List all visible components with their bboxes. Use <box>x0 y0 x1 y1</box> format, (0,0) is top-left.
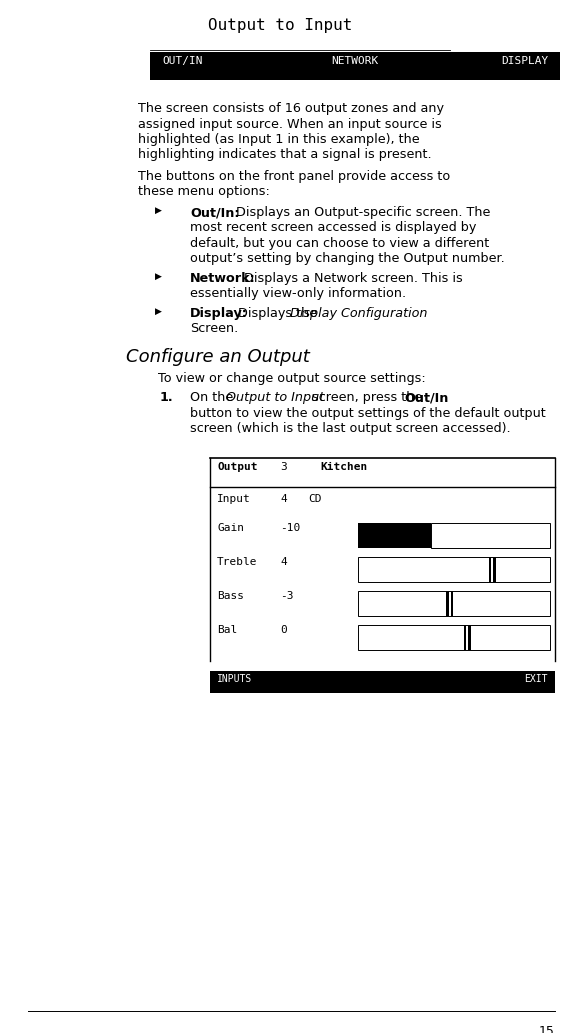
Text: ▶: ▶ <box>155 206 162 215</box>
Text: 4: 4 <box>280 494 287 504</box>
Text: On the: On the <box>190 392 237 405</box>
Text: screen (which is the last output screen accessed).: screen (which is the last output screen … <box>190 422 511 436</box>
Text: The screen consists of 16 output zones and any: The screen consists of 16 output zones a… <box>138 102 444 115</box>
Text: assigned input source. When an input source is: assigned input source. When an input sou… <box>138 118 442 130</box>
Bar <box>150 52 560 80</box>
Text: 0: 0 <box>280 625 287 635</box>
Text: highlighted (as Input 1 in this example), the: highlighted (as Input 1 in this example)… <box>138 133 420 146</box>
Bar <box>446 591 449 617</box>
Bar <box>468 625 471 651</box>
Bar <box>451 591 453 617</box>
Bar <box>358 591 550 617</box>
Text: 4: 4 <box>280 557 287 567</box>
Bar <box>358 523 431 549</box>
Text: Out/In: Out/In <box>404 392 448 405</box>
Text: highlighting indicates that a signal is present.: highlighting indicates that a signal is … <box>138 149 431 161</box>
Text: Bass: Bass <box>217 591 244 601</box>
Text: INPUTS: INPUTS <box>217 674 252 684</box>
Text: Output to Input: Output to Input <box>226 392 324 405</box>
Text: button to view the output settings of the default output: button to view the output settings of th… <box>190 407 546 420</box>
Text: Treble: Treble <box>217 557 258 567</box>
Text: Bal: Bal <box>217 625 237 635</box>
Bar <box>493 557 496 583</box>
Text: Input: Input <box>217 494 251 504</box>
Text: To view or change output source settings:: To view or change output source settings… <box>158 372 426 385</box>
Text: CD: CD <box>308 494 321 504</box>
Text: Kitchen: Kitchen <box>320 462 367 472</box>
Text: -3: -3 <box>280 591 294 601</box>
Text: Screen.: Screen. <box>190 322 238 336</box>
Text: output’s setting by changing the Output number.: output’s setting by changing the Output … <box>190 252 505 265</box>
Bar <box>489 557 491 583</box>
Text: Displays an Output-specific screen. The: Displays an Output-specific screen. The <box>232 206 490 219</box>
Text: default, but you can choose to view a different: default, but you can choose to view a di… <box>190 237 489 250</box>
Text: Configure an Output: Configure an Output <box>126 348 310 366</box>
Bar <box>358 557 550 583</box>
Text: Output to Input: Output to Input <box>208 18 352 33</box>
Text: Network:: Network: <box>190 272 256 285</box>
Text: EXIT: EXIT <box>525 674 548 684</box>
Text: Display:: Display: <box>190 307 248 320</box>
Bar <box>358 625 550 651</box>
Bar <box>464 625 466 651</box>
Text: Gain: Gain <box>217 523 244 533</box>
Text: essentially view-only information.: essentially view-only information. <box>190 287 406 301</box>
Text: Displays the: Displays the <box>234 307 321 320</box>
Text: NETWORK: NETWORK <box>331 56 379 66</box>
Text: ▶: ▶ <box>155 307 162 316</box>
Text: most recent screen accessed is displayed by: most recent screen accessed is displayed… <box>190 221 477 234</box>
Text: OUT/IN: OUT/IN <box>162 56 203 66</box>
Text: these menu options:: these menu options: <box>138 186 270 198</box>
Text: -10: -10 <box>280 523 301 533</box>
Text: Output: Output <box>217 462 258 472</box>
Bar <box>210 671 555 693</box>
Text: 15: 15 <box>539 1025 555 1033</box>
Text: The buttons on the front panel provide access to: The buttons on the front panel provide a… <box>138 170 450 183</box>
Text: ▶: ▶ <box>155 272 162 281</box>
Text: DISPLAY: DISPLAY <box>501 56 548 66</box>
Text: Out/In:: Out/In: <box>190 206 240 219</box>
Text: Display Configuration: Display Configuration <box>290 307 427 320</box>
Bar <box>431 523 550 549</box>
Text: screen, press the: screen, press the <box>308 392 426 405</box>
Text: Displays a Network screen. This is: Displays a Network screen. This is <box>240 272 463 285</box>
Text: 3: 3 <box>280 462 287 472</box>
Text: 1.: 1. <box>160 392 174 405</box>
